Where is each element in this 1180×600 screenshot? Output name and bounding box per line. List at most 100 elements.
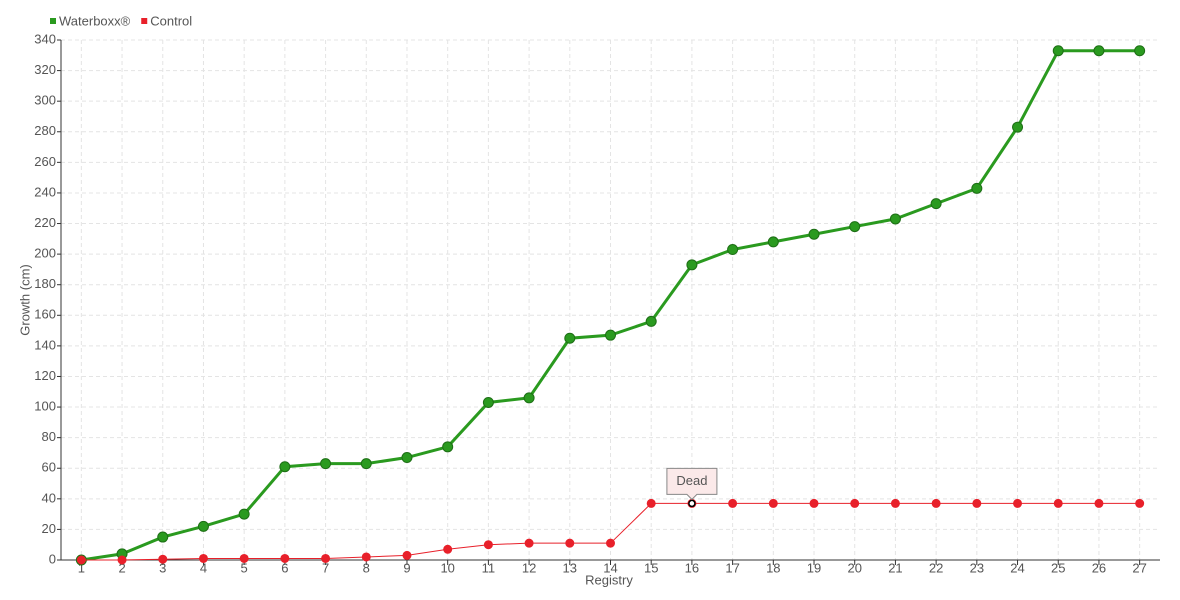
y-tick-label: 340 <box>34 31 56 46</box>
data-point <box>158 554 168 564</box>
y-tick-label: 280 <box>34 123 56 138</box>
data-point <box>889 213 901 225</box>
data-point <box>850 498 860 508</box>
x-axis-label: Registry <box>585 572 633 587</box>
data-point <box>1052 45 1064 57</box>
annotation-text: Dead <box>676 473 707 488</box>
y-tick-label: 240 <box>34 184 56 199</box>
y-tick-label: 140 <box>34 337 56 352</box>
x-tick-label: 14 <box>603 560 617 575</box>
x-tick-label: 17 <box>725 560 739 575</box>
x-tick-label: 25 <box>1051 560 1065 575</box>
data-point <box>767 236 779 248</box>
x-tick-label: 12 <box>522 560 536 575</box>
data-point <box>482 396 494 408</box>
x-tick-label: 16 <box>685 560 699 575</box>
data-point <box>1134 45 1146 57</box>
y-tick-label: 80 <box>42 429 56 444</box>
x-tick-label: 27 <box>1132 560 1146 575</box>
data-point <box>808 228 820 240</box>
y-tick-label: 0 <box>49 551 56 566</box>
y-tick-label: 260 <box>34 154 56 169</box>
x-tick-label: 21 <box>888 560 902 575</box>
data-point <box>198 553 208 563</box>
x-tick-label: 15 <box>644 560 658 575</box>
legend-label: Control <box>150 13 192 28</box>
y-tick-label: 200 <box>34 246 56 261</box>
data-point <box>686 259 698 271</box>
data-point <box>197 520 209 532</box>
data-point <box>524 538 534 548</box>
data-point <box>809 498 819 508</box>
data-point <box>606 538 615 548</box>
data-point <box>728 498 738 508</box>
data-point <box>523 392 535 404</box>
x-tick-label: 26 <box>1092 560 1106 575</box>
data-point <box>76 555 86 565</box>
x-tick-label: 19 <box>807 560 821 575</box>
y-tick-label: 100 <box>34 398 56 413</box>
data-point <box>930 198 942 210</box>
x-tick-label: 7 <box>322 560 329 575</box>
data-point <box>280 553 290 563</box>
x-tick-label: 9 <box>403 560 410 575</box>
data-point <box>443 544 453 554</box>
data-point <box>117 555 127 565</box>
data-point <box>768 498 778 508</box>
x-tick-label: 4 <box>200 560 207 575</box>
x-tick-label: 23 <box>970 560 984 575</box>
legend-swatch <box>50 18 56 24</box>
y-tick-label: 300 <box>34 93 56 108</box>
y-tick-label: 40 <box>42 490 56 505</box>
data-point <box>360 458 372 470</box>
data-point <box>1013 498 1023 508</box>
data-point <box>279 461 291 473</box>
data-point <box>320 458 332 470</box>
data-point <box>931 498 941 508</box>
x-tick-label: 2 <box>118 560 125 575</box>
y-tick-label: 320 <box>34 62 56 77</box>
y-tick-label: 120 <box>34 368 56 383</box>
annotation-box <box>666 467 718 501</box>
data-point <box>645 315 657 327</box>
data-point <box>239 553 249 563</box>
x-tick-label: 20 <box>847 560 861 575</box>
data-point <box>565 538 575 548</box>
x-tick-label: 10 <box>440 560 454 575</box>
y-tick-label: 180 <box>34 276 56 291</box>
x-tick-label: 24 <box>1010 560 1024 575</box>
x-tick-label: 22 <box>929 560 943 575</box>
data-point <box>238 508 250 520</box>
data-point <box>972 498 982 508</box>
data-point <box>321 553 331 563</box>
x-tick-label: 3 <box>159 560 166 575</box>
x-tick-label: 13 <box>563 560 577 575</box>
x-tick-label: 1 <box>78 560 85 575</box>
data-point <box>157 531 169 543</box>
data-point <box>1093 45 1105 57</box>
data-point <box>605 329 616 341</box>
data-point <box>564 332 576 344</box>
x-tick-label: 6 <box>281 560 288 575</box>
x-tick-label: 5 <box>241 560 248 575</box>
x-tick-label: 8 <box>363 560 370 575</box>
legend-label: Waterboxx® <box>59 13 131 28</box>
y-axis-label: Growth (cm) <box>17 264 32 336</box>
data-point <box>1012 121 1024 133</box>
y-tick-label: 20 <box>42 521 56 536</box>
data-point <box>727 244 739 256</box>
data-point <box>890 498 900 508</box>
data-point <box>1094 498 1104 508</box>
data-point <box>849 221 861 233</box>
data-point <box>1053 498 1063 508</box>
data-point <box>401 452 413 464</box>
data-point <box>483 540 493 550</box>
data-point <box>442 441 454 453</box>
data-point <box>402 550 412 560</box>
annotation-marker <box>688 499 696 508</box>
data-point <box>361 552 371 562</box>
data-point <box>646 498 656 508</box>
y-tick-label: 60 <box>42 460 56 475</box>
x-tick-label: 11 <box>482 560 496 575</box>
